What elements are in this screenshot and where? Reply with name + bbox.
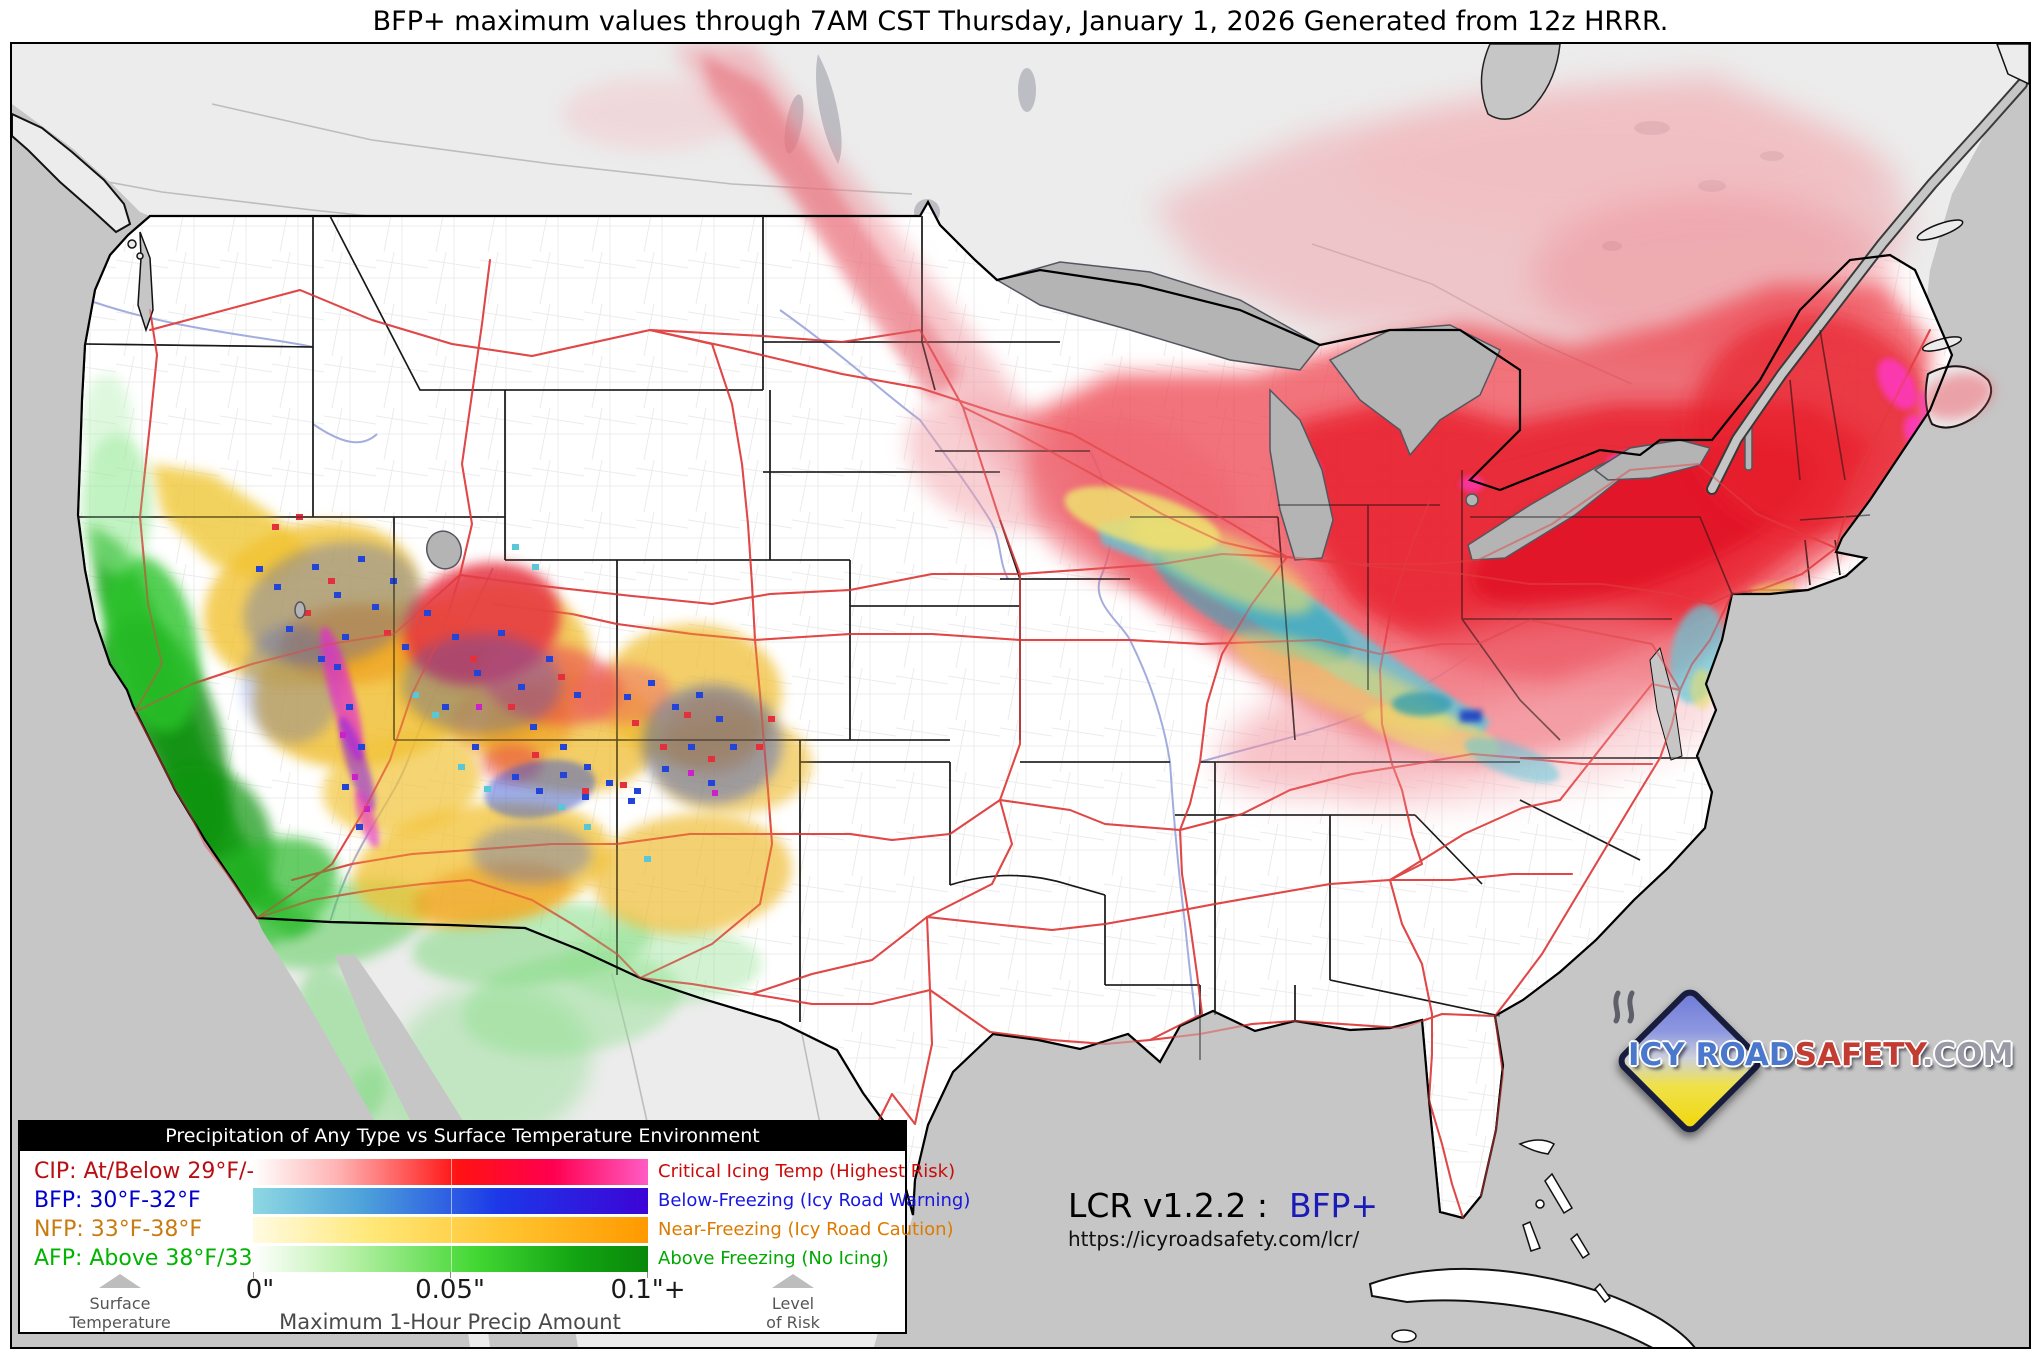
lake-huron [1328,324,1501,457]
map-frame: Precipitation of Any Type vs Surface Tem… [10,42,2031,1349]
islands [12,44,2029,1347]
nfp-label: NFP: 33°F-38°F [34,1217,203,1242]
vancouver-island [12,112,132,234]
chesapeake-bay [1649,646,1683,761]
afp-risk-label: Above Freezing (No Icing) [658,1248,889,1269]
great-lakes [294,261,1753,619]
cip-risk-label: Critical Icing Temp (Highest Risk) [658,1161,956,1182]
surface-temperature-caption: Surface Temperature [69,1294,171,1332]
cuba [1368,1267,1696,1347]
attribution-url: https://icyroadsafety.com/lcr/ [1068,1227,1360,1251]
surface-temperature-arrow-icon [99,1274,141,1288]
precip-axis-label: Maximum 1-Hour Precip Amount [279,1310,621,1334]
legend-row-cip: CIP: At/Below 29°F/-2°C Critical Icing T… [20,1159,956,1185]
tick-01in: 0.1"+ [610,1275,686,1305]
nfp-gradient-bar [253,1217,648,1243]
magenta-speckles [340,704,718,812]
legend-row-nfp: NFP: 33°F-38°F Near-Freezing (Icy Road C… [20,1217,954,1243]
icy-road-safety-logo: ICY ROADSAFETY.COM [1608,984,2014,1165]
nfp-risk-label: Near-Freezing (Icy Road Caution) [658,1219,954,1240]
afp-gradient-bar [253,1246,648,1272]
tick-0in: 0" [245,1275,275,1305]
cip-label: CIP: At/Below 29°F/-2°C [34,1159,295,1184]
bfp-gradient-bar [253,1188,648,1214]
tick-005in: 0.05" [415,1275,485,1305]
logo-text: ICY ROADSAFETY.COM [1628,1037,2014,1073]
precip-axis-ticks [253,1272,648,1278]
legend-title: Precipitation of Any Type vs Surface Tem… [20,1122,905,1151]
lake-michigan [1269,388,1334,561]
level-of-risk-caption: Level of Risk [766,1294,820,1332]
us-weather-map [12,44,2029,1347]
hudson-bay [1480,44,1561,120]
mode-label: BFP+ [1288,1186,1379,1225]
bfp-risk-label: Below-Freezing (Icy Road Warning) [658,1190,971,1211]
attribution: LCR v1.2.2 : BFP+ https://icyroadsafety.… [1068,1186,1378,1251]
atlantic-gulf-ocean [874,74,2029,1347]
legend-row-bfp: BFP: 30°F-32°F Below-Freezing (Icy Road … [20,1188,971,1214]
legend-row-afp: AFP: Above 38°F/33°C Above Freezing (No … [20,1246,905,1272]
skid-marks-icon [1613,990,1635,1024]
app-version-label: LCR v1.2.2 : [1068,1186,1268,1225]
bahamas [1518,1139,1612,1304]
great-salt-lake [426,530,462,570]
st-lawrence-river [1706,78,2028,495]
bfp-label: BFP: 30°F-32°F [34,1188,201,1213]
level-of-risk-arrow-icon [772,1274,814,1288]
afp-label: AFP: Above 38°F/33°C [34,1246,279,1271]
overlay-shading [26,44,1946,1221]
cip-gradient-bar [253,1159,648,1185]
page-title: BFP+ maximum values through 7AM CST Thur… [372,6,1669,37]
cyan-speckles [412,544,651,862]
lake-superior [995,261,1322,371]
legend-panel: Precipitation of Any Type vs Surface Tem… [18,1120,971,1334]
pacific-ocean [12,104,470,1347]
